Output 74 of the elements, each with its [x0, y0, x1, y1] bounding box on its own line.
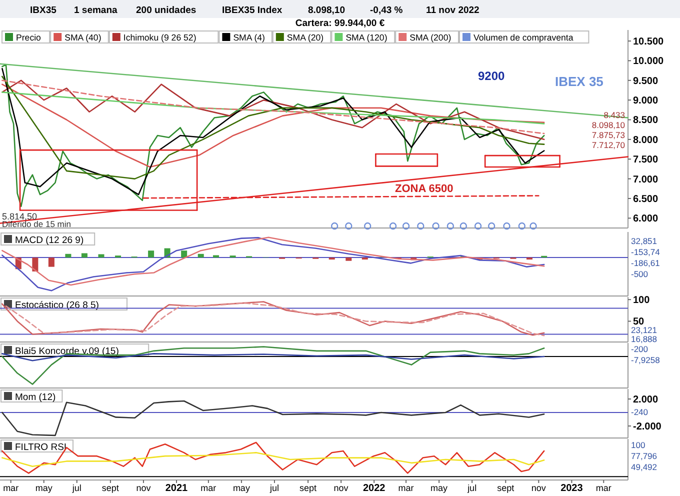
x-tick-label: nov	[334, 483, 349, 493]
y-tick-label: -2.000	[633, 421, 662, 432]
x-tick-label: 2022	[362, 483, 386, 494]
x-tick-label: may	[232, 483, 250, 493]
text: 49,492	[631, 462, 658, 472]
y-tick-label: 9.000	[633, 96, 658, 107]
x-tick-label: jul	[466, 483, 477, 493]
annotation: 8.098,10	[592, 120, 626, 130]
x-tick-label: jul	[268, 483, 279, 493]
annotation: 7.712,70	[592, 140, 626, 150]
panel-label: Mom (12)	[0, 390, 63, 403]
text: 8.098,10	[308, 5, 345, 16]
legend-label: Volumen de compraventa	[474, 32, 574, 42]
x-tick-label: 2023	[560, 483, 584, 494]
text: -500	[631, 269, 648, 279]
legend-label: SMA (200)	[410, 32, 452, 42]
x-tick-label: mar	[398, 483, 414, 493]
text: 23,121	[631, 325, 658, 335]
x-tick-label: mar	[3, 483, 19, 493]
chart-title: Mom (12)	[15, 392, 56, 403]
y-tick-label: 50	[633, 316, 645, 328]
annotation: 9200	[478, 69, 506, 83]
y-tick-label: 10.000	[633, 56, 664, 68]
x-tick-label: sept	[102, 483, 120, 493]
y-tick-label: 6.500	[633, 194, 658, 205]
y-tick-label: 10.500	[633, 36, 664, 48]
y-tick-label: 7.500	[633, 154, 658, 166]
y-tick-label: 100	[633, 295, 650, 306]
text: 1 semana	[74, 5, 118, 16]
legend-label: SMA (120)	[346, 32, 388, 42]
text: -7,9258	[631, 355, 660, 365]
text: 32,851	[631, 236, 658, 246]
chart-title: FILTRO RSI	[15, 442, 67, 453]
x-tick-label: jul	[71, 483, 82, 493]
x-tick-label: may	[35, 483, 53, 493]
text: -186,61	[631, 258, 660, 268]
text: IBEX35 Index	[222, 5, 283, 16]
annotation: ZONA 6500	[395, 183, 454, 195]
legend-label: SMA (20)	[286, 32, 324, 42]
y-tick-label: 8.500	[633, 115, 658, 126]
chart-title: MACD (12 26 9)	[15, 235, 84, 246]
chart-title: Cartera: 99.944,00 €	[295, 18, 386, 29]
x-tick-label: nov	[531, 483, 546, 493]
panel-label: FILTRO RSI	[0, 440, 74, 453]
y-tick-label: 6.000	[633, 214, 658, 225]
x-tick-label: mar	[200, 483, 216, 493]
legend-label: Ichimoku (9 26 52)	[123, 32, 196, 42]
x-tick-label: sept	[497, 483, 515, 493]
text: 16,888	[631, 334, 658, 344]
x-tick-label: sept	[300, 483, 318, 493]
legend-label: Precio	[16, 32, 42, 42]
y-tick-label: 7.000	[633, 174, 658, 186]
text: Diferido de 15 min	[2, 219, 72, 229]
legend-label: SMA (40)	[64, 32, 102, 42]
y-tick-label: 2.000	[633, 394, 658, 406]
panel-label: MACD (12 26 9)	[0, 232, 96, 246]
text: 11 nov 2022	[426, 5, 480, 16]
text: -0,43 %	[370, 5, 404, 16]
text: IBX35	[30, 5, 58, 16]
legend-label: SMA (4)	[233, 32, 266, 42]
text: -240	[631, 407, 648, 417]
text: 200 unidades	[136, 5, 196, 16]
x-tick-label: mar	[596, 483, 612, 493]
x-tick-label: 2021	[165, 483, 188, 494]
text: 77,796	[631, 451, 658, 461]
text: -200	[631, 344, 648, 354]
y-tick-label: 8.000	[633, 134, 658, 146]
x-tick-label: nov	[136, 483, 152, 493]
x-tick-label: may	[430, 483, 448, 493]
annotation: 7.875,73	[592, 130, 626, 140]
annotation: 5.814,50	[2, 211, 38, 222]
annotation: IBEX 35	[555, 74, 604, 89]
text: -153,74	[631, 247, 660, 257]
y-tick-label: 9.500	[633, 76, 658, 87]
